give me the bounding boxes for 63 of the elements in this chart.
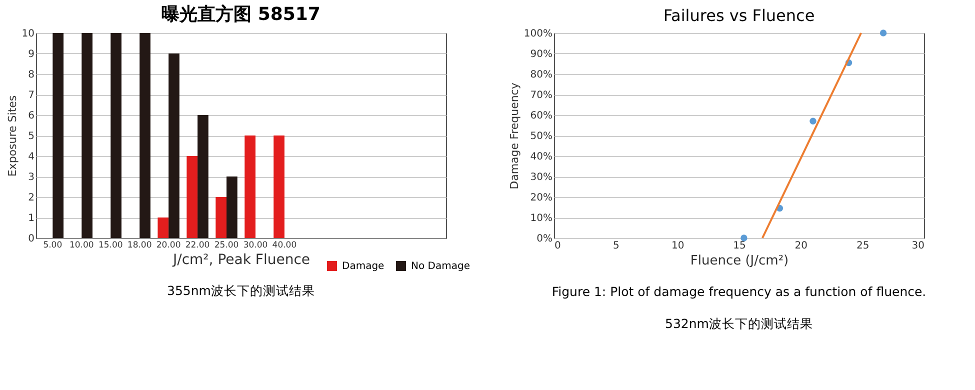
y-tick-label: 10 bbox=[22, 28, 34, 40]
x-tick-label: 25 bbox=[856, 240, 870, 252]
bar bbox=[186, 156, 198, 238]
legend-label: No Damage bbox=[411, 261, 470, 272]
y-tick-label: 0% bbox=[536, 234, 552, 244]
x-tick-label: 20.00 bbox=[156, 240, 181, 250]
chart-title: 曝光直方图 58517 bbox=[162, 4, 320, 25]
y-tick-label: 3 bbox=[28, 172, 34, 183]
x-axis-title: J/cm², Peak Fluence bbox=[172, 252, 310, 268]
caption: Figure 1: Plot of damage frequency as a function of fluence. bbox=[552, 284, 926, 299]
point bbox=[880, 30, 887, 36]
y-tick-label: 5 bbox=[28, 131, 34, 142]
y-tick-label: 80% bbox=[530, 70, 552, 80]
bar bbox=[158, 218, 169, 238]
bar bbox=[216, 197, 227, 238]
x-tick-label: 25.00 bbox=[214, 240, 239, 250]
bar bbox=[244, 136, 256, 238]
x-tick-label: 0 bbox=[554, 240, 561, 252]
x-tick-label: 15 bbox=[733, 240, 746, 252]
y-tick-label: 8 bbox=[28, 70, 34, 80]
bar bbox=[168, 54, 180, 238]
bar bbox=[52, 33, 64, 238]
y-tick-label: 30% bbox=[530, 172, 552, 183]
y-axis-title: Exposure Sites bbox=[6, 95, 19, 177]
bar bbox=[226, 176, 238, 238]
y-tick-label: 70% bbox=[530, 90, 552, 101]
bar bbox=[82, 33, 92, 238]
x-tick-label: 40.00 bbox=[272, 240, 297, 250]
y-tick-label: 7 bbox=[28, 90, 34, 101]
x-tick-label: 10 bbox=[671, 240, 684, 252]
y-tick-label: 50% bbox=[530, 131, 552, 142]
y-tick-label: 6 bbox=[28, 110, 34, 122]
y-tick-label: 60% bbox=[530, 110, 552, 122]
y-tick-label: 90% bbox=[530, 49, 552, 60]
x-tick-label: 15.00 bbox=[98, 240, 123, 250]
y-axis-title: Damage Frequency bbox=[508, 82, 521, 190]
point bbox=[810, 118, 816, 124]
x-axis-title: Fluence (J/cm²) bbox=[690, 254, 789, 268]
x-tick-label: 10.00 bbox=[69, 240, 94, 250]
y-tick-label: 20% bbox=[530, 192, 552, 204]
y-tick-label: 10% bbox=[530, 213, 552, 224]
x-tick-label: 5 bbox=[612, 240, 620, 252]
y-tick-label: 40% bbox=[530, 152, 552, 162]
bar bbox=[110, 33, 122, 238]
y-tick-label: 2 bbox=[28, 192, 34, 204]
point bbox=[740, 234, 748, 242]
legend-label: Damage bbox=[342, 261, 384, 272]
bar bbox=[274, 136, 284, 238]
bar bbox=[198, 115, 208, 238]
x-tick-label: 18.00 bbox=[127, 240, 152, 250]
chart-title: Failures vs Fluence bbox=[663, 6, 815, 25]
x-tick-label: 30.00 bbox=[243, 240, 268, 250]
y-tick-label: 4 bbox=[28, 152, 34, 162]
bar bbox=[140, 33, 150, 238]
text: 355nm波长下的测试结果 bbox=[167, 283, 315, 298]
x-tick-label: 22.00 bbox=[185, 240, 210, 250]
x-tick-label: 30 bbox=[912, 240, 924, 252]
x-tick-label: 5.00 bbox=[43, 240, 62, 250]
y-tick-label: 100% bbox=[524, 28, 552, 40]
text: 532nm波长下的测试结果 bbox=[665, 316, 813, 331]
y-tick-label: 9 bbox=[28, 49, 34, 60]
y-tick-label: 1 bbox=[28, 213, 34, 224]
x-tick-label: 20 bbox=[794, 240, 808, 252]
